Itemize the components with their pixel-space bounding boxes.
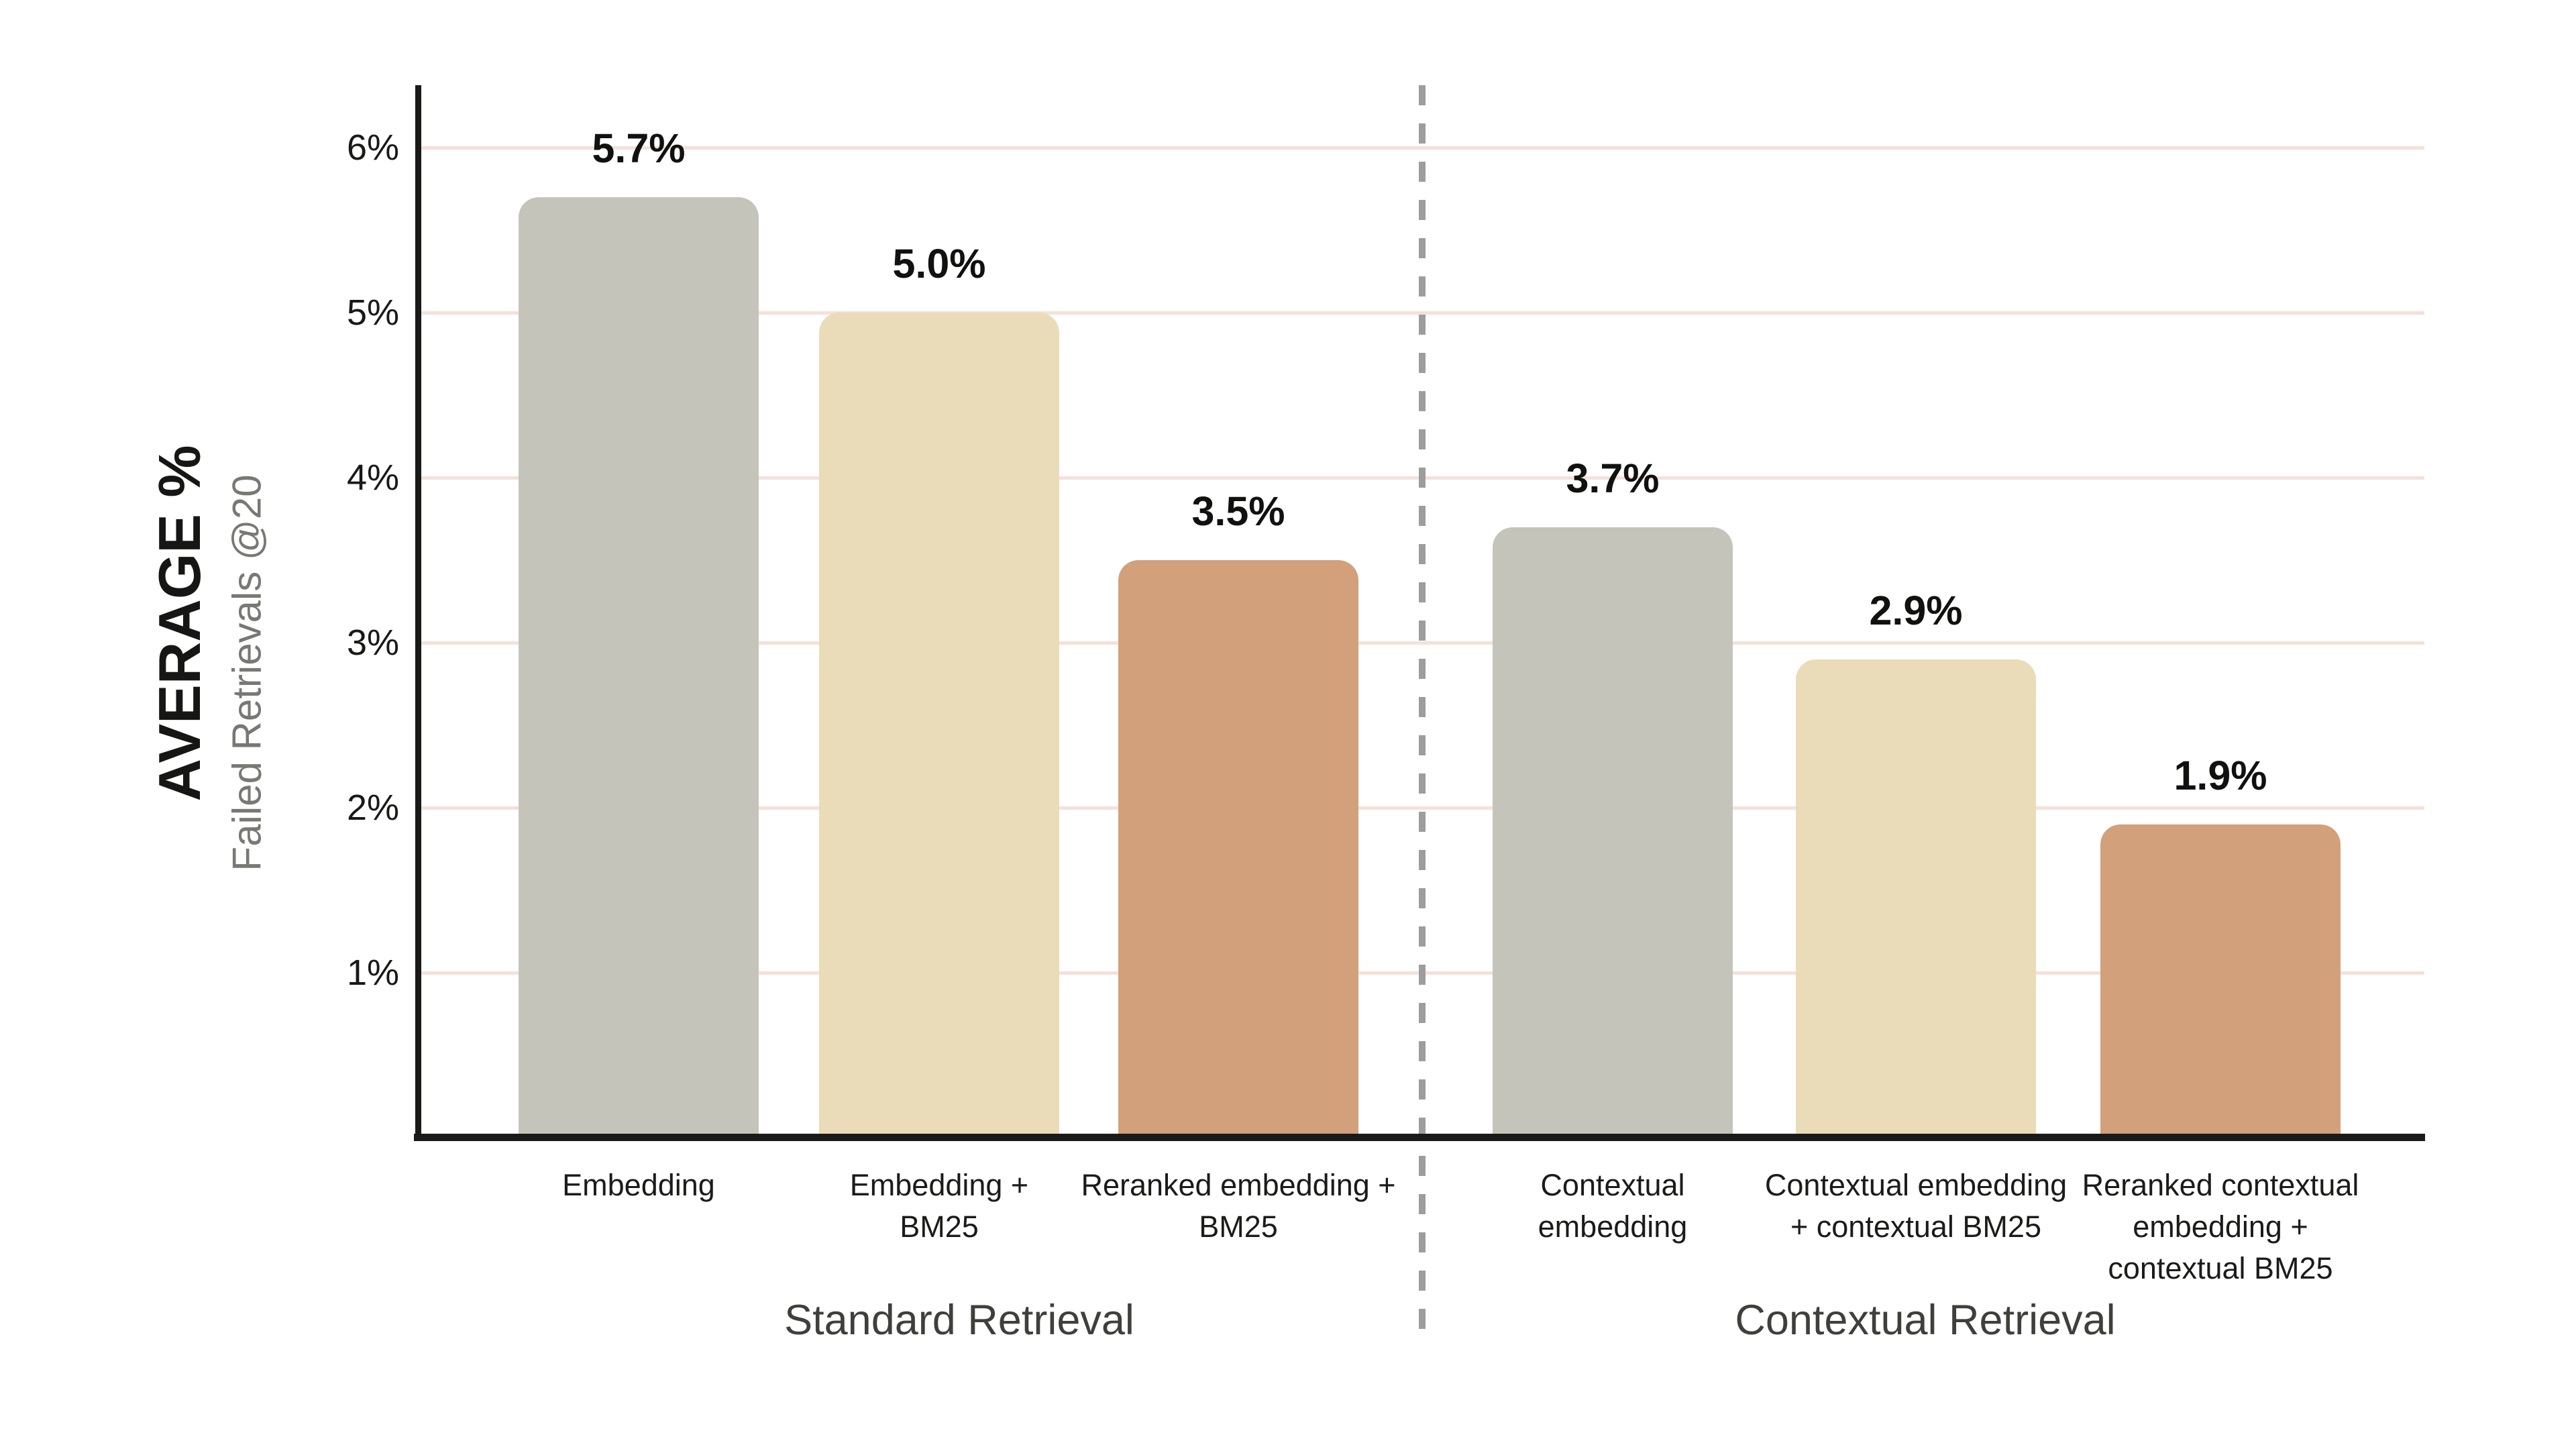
category-label-line: Embedding + (849, 1168, 1029, 1202)
y-tick-label-2%: 2% (346, 788, 399, 828)
value-label-3.7%: 3.7% (1566, 455, 1660, 501)
category-label-line: contextual BM25 (2108, 1251, 2333, 1285)
y-tick-label-3%: 3% (346, 623, 399, 663)
category-label-line: BM25 (900, 1210, 979, 1244)
category-label-line: Contextual embedding (1764, 1168, 2068, 1202)
y-axis-title: AVERAGE % (146, 445, 213, 802)
group-separator-dashed-line (1419, 85, 1426, 1337)
bar-contextual-embedding-contextual-bm25 (1796, 659, 2036, 1138)
bar-contextual-embedding (1493, 527, 1733, 1138)
value-label-3.5%: 3.5% (1191, 488, 1285, 534)
x-axis-line (414, 1134, 2425, 1141)
bar-embedding (519, 197, 759, 1138)
group-title-contextual-retrieval: Contextual Retrieval (1735, 1297, 2116, 1344)
category-label-reranked-contextual-embedding-contextual-bm25: Reranked contextual embedding + contextual… (2053, 1165, 2388, 1289)
category-label-contextual-embedding: Contextual embedding (1445, 1165, 1780, 1248)
category-label-contextual-embedding-contextual-bm25: Contextual embedding + contextual BM25 (1748, 1165, 2084, 1248)
category-label-line: embedding (1538, 1210, 1688, 1244)
y-tick-label-4%: 4% (346, 458, 399, 498)
category-label-reranked-embedding-bm25: Reranked embedding + BM25 (1071, 1165, 1406, 1248)
category-label-line: Reranked contextual (2082, 1168, 2359, 1202)
y-axis-line (415, 85, 421, 1138)
category-label-line: Contextual (1540, 1168, 1685, 1202)
bar-reranked-embedding-bm25 (1118, 560, 1358, 1138)
value-label-5.0%: 5.0% (892, 241, 986, 286)
bar-reranked-contextual-embedding-contextual-bm25 (2100, 824, 2341, 1138)
group-title-standard-retrieval: Standard Retrieval (784, 1297, 1134, 1344)
y-tick-label-1%: 1% (346, 953, 399, 993)
y-tick-label-5%: 5% (346, 292, 399, 333)
category-label-line: Embedding (562, 1168, 715, 1202)
bar-embedding-bm25 (819, 313, 1059, 1138)
category-label-embedding-bm25: Embedding + BM25 (771, 1165, 1107, 1248)
category-label-line: BM25 (1199, 1210, 1278, 1244)
category-label-line: Reranked embedding + (1081, 1168, 1396, 1202)
category-label-line: + contextual BM25 (1790, 1210, 2041, 1244)
value-label-1.9%: 1.9% (2174, 753, 2267, 798)
y-tick-label-6%: 6% (346, 127, 399, 168)
category-label-embedding: Embedding (471, 1165, 806, 1206)
category-label-line: embedding + (2133, 1210, 2308, 1244)
value-label-2.9%: 2.9% (1869, 588, 1963, 633)
value-label-5.7%: 5.7% (592, 125, 686, 171)
